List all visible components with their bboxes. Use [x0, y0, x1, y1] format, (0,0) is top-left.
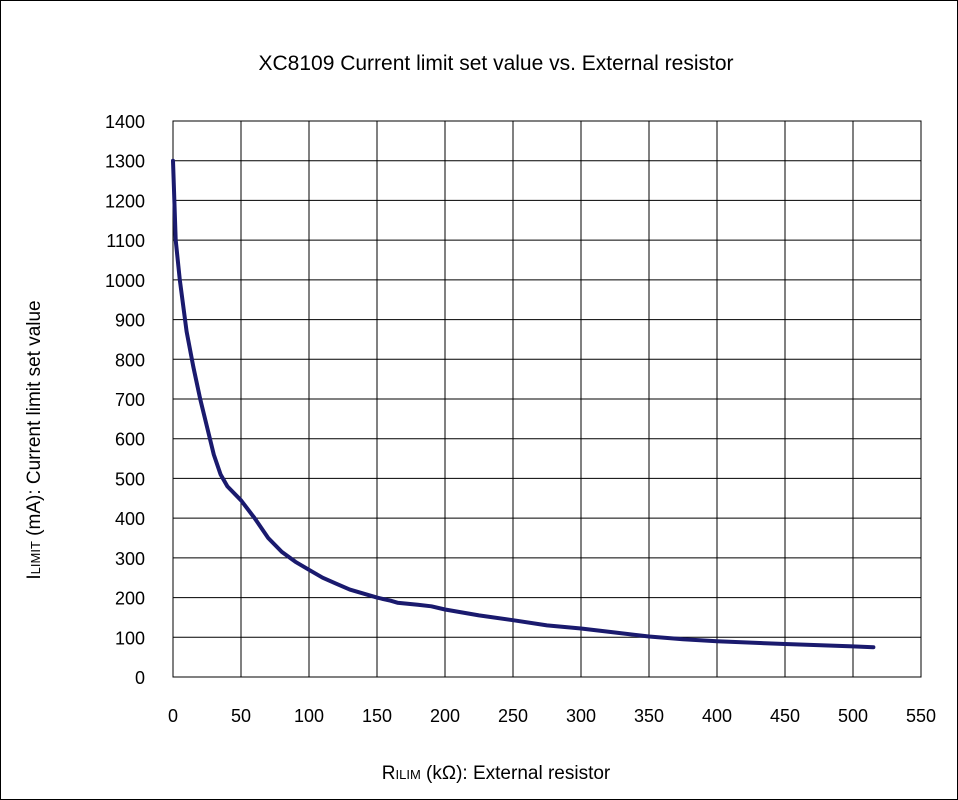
y-tick-label: 100: [115, 628, 145, 648]
x-tick-label: 200: [430, 706, 460, 726]
x-tick-label: 0: [168, 706, 178, 726]
y-tick-label: 300: [115, 549, 145, 569]
x-axis-label-main: R: [382, 763, 396, 784]
x-tick-label: 150: [362, 706, 392, 726]
x-axis-ticks: 0 50 100 150 200 250 300 350 400 450 500 550: [168, 706, 936, 726]
y-tick-label: 400: [115, 509, 145, 529]
x-tick-label: 550: [906, 706, 936, 726]
x-tick-label: 50: [231, 706, 251, 726]
y-tick-label: 1400: [105, 112, 145, 132]
y-axis-label-rest: (mA): Current limit set value: [24, 300, 45, 541]
y-tick-label: 900: [115, 311, 145, 331]
y-tick-label: 500: [115, 469, 145, 489]
y-tick-label: 600: [115, 430, 145, 450]
y-tick-label: 800: [115, 350, 145, 370]
y-tick-label: 700: [115, 390, 145, 410]
y-tick-label: 1300: [105, 152, 145, 172]
y-axis-ticks: 0 100 200 300 400 500 600 700 800 900 1000 1100 1200…: [105, 112, 145, 688]
y-tick-label: 1100: [106, 231, 145, 251]
x-axis-label-rest: (kΩ): External resistor: [421, 763, 611, 784]
x-tick-label: 350: [634, 706, 664, 726]
x-tick-label: 500: [838, 706, 868, 726]
y-tick-label: 1200: [105, 191, 145, 211]
x-tick-label: 250: [498, 706, 528, 726]
x-axis-label-sub: ILIM: [395, 767, 420, 782]
y-tick-label: 0: [135, 668, 145, 688]
x-tick-label: 400: [702, 706, 732, 726]
x-tick-label: 300: [566, 706, 596, 726]
x-axis-label: RILIM (kΩ): External resistor: [382, 763, 611, 784]
y-tick-label: 200: [115, 589, 145, 609]
chart-title: XC8109 Current limit set value vs. Exter…: [258, 52, 733, 75]
grid: [172, 120, 922, 678]
y-tick-label: 1000: [105, 271, 145, 291]
y-axis-label-sub: LIMIT: [28, 541, 43, 574]
series-line: [171, 158, 876, 650]
x-tick-label: 450: [770, 706, 800, 726]
y-axis-label-main: I: [24, 574, 45, 579]
plot-area: [172, 120, 922, 678]
x-tick-label: 100: [294, 706, 324, 726]
y-axis-label: ILIMIT (mA): Current limit set value: [24, 300, 45, 579]
